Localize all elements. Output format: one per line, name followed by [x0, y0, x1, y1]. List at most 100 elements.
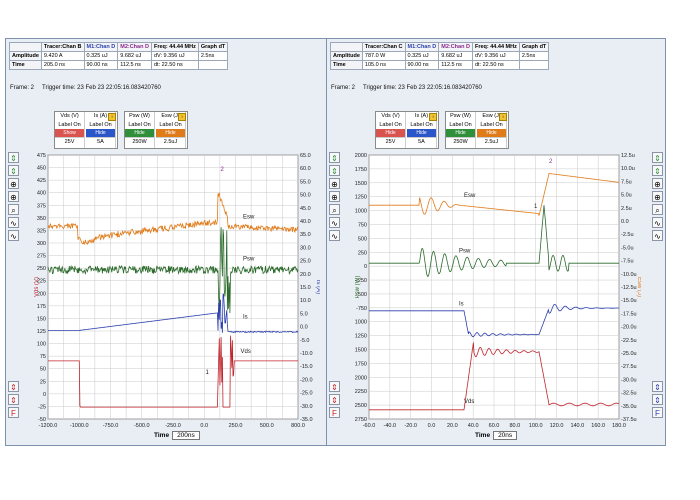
marker-label[interactable]: 1: [206, 370, 210, 376]
channel-scale[interactable]: 5A: [86, 137, 115, 147]
esw-trace: [47, 192, 299, 246]
measurement-header-cell: [9, 42, 42, 52]
y-tick-label-right: 0.0: [621, 219, 629, 225]
down-arrow-icon[interactable]: ⇕: [329, 381, 340, 392]
waveform-svg[interactable]: 2000 1750 1500 1250 1000 750 500 250 0 -250 -500 -7…: [355, 151, 641, 441]
label-toggle[interactable]: Label On: [480, 122, 503, 128]
down-arrow-icon[interactable]: F: [329, 407, 340, 418]
down-arrow-icon[interactable]: F: [8, 407, 19, 418]
wave-icon[interactable]: ∿: [8, 217, 19, 228]
y-tick-label-left: -1250: [355, 334, 367, 340]
measure-icon[interactable]: ⌕: [329, 204, 340, 215]
channel-legend-esw[interactable]: Esw (J) Label On Hide 2.5uJ!: [477, 112, 507, 148]
channel-scale[interactable]: 2.5uJ: [477, 137, 506, 147]
wave-icon[interactable]: ∿: [329, 217, 340, 228]
channel-scale[interactable]: 25V: [55, 137, 84, 147]
channel-scale[interactable]: 2.5uJ: [156, 137, 185, 147]
measurement-cell: 0.325 uJ: [404, 51, 440, 61]
channel-legend-vds[interactable]: Vds (V) Label On Hide 25V: [376, 112, 406, 148]
channel-legend-psw[interactable]: Psw (W) Label On Hide 250W: [125, 112, 155, 148]
show-hide-toggle[interactable]: Hide: [407, 129, 436, 137]
measurement-cell: 2.5ns: [518, 51, 550, 61]
show-hide-toggle[interactable]: Hide: [86, 129, 115, 137]
x-tick-label: -250.0: [165, 423, 181, 429]
channel-legend-psw[interactable]: Psw (W) Label On Hide 250W: [446, 112, 476, 148]
show-hide-toggle[interactable]: Hide: [446, 129, 475, 137]
wave-icon[interactable]: ∿: [8, 230, 19, 241]
trace-label: Is: [459, 301, 464, 307]
y-tick-label-left: 75: [40, 354, 46, 360]
show-hide-toggle[interactable]: Hide: [477, 129, 506, 137]
show-hide-toggle[interactable]: Hide: [125, 129, 154, 137]
down-arrow-icon[interactable]: ⇕: [329, 394, 340, 405]
show-hide-toggle[interactable]: Hide: [156, 129, 185, 137]
up-down-arrow-icon[interactable]: ⇕: [329, 165, 340, 176]
time-per-div-input[interactable]: 20ns: [493, 431, 518, 440]
y-tick-label-right: -7.5u: [621, 259, 634, 265]
y-tick-label-right: 2.5u: [621, 206, 632, 212]
warning-icon: !: [429, 113, 437, 121]
zoom-icon[interactable]: ⊕: [8, 191, 19, 202]
zoom-icon[interactable]: ⊕: [329, 191, 340, 202]
wave-icon[interactable]: ∿: [329, 230, 340, 241]
down-arrow-icon[interactable]: ⇕: [8, 381, 19, 392]
label-toggle[interactable]: Label On: [58, 122, 81, 128]
x-tick-label: -20.0: [404, 423, 417, 429]
channel-scale[interactable]: 250W: [446, 137, 475, 147]
down-arrow-icon[interactable]: ⇕: [652, 381, 663, 392]
y-tick-label-right: 10.0: [300, 298, 311, 304]
zoom-icon[interactable]: ⊕: [652, 178, 663, 189]
measurement-header-cell: Freq: 44.44 MHz: [471, 42, 520, 52]
y-tick-label-left: -250: [356, 278, 367, 284]
y-tick-label-left: 475: [37, 153, 46, 159]
measurement-cell: 9.682 uJ: [438, 51, 473, 61]
channel-legend-vds[interactable]: Vds (V) Label On Show 25V: [55, 112, 85, 148]
channel-legend-esw[interactable]: Esw (J) Label On Hide 2.5uJ!: [156, 112, 186, 148]
marker-label[interactable]: 1: [534, 204, 538, 210]
time-per-div-input[interactable]: 200ns: [172, 431, 200, 440]
label-toggle[interactable]: Label On: [128, 122, 151, 128]
measurement-cell: dV: 9.356 uJ: [150, 51, 199, 61]
up-down-arrow-icon[interactable]: ⇕: [8, 152, 19, 163]
marker-label[interactable]: 2: [221, 167, 225, 173]
show-hide-toggle[interactable]: Show: [55, 129, 84, 137]
channel-scale[interactable]: 25V: [376, 137, 405, 147]
label-toggle[interactable]: Label On: [159, 122, 182, 128]
marker-label[interactable]: 2: [549, 159, 553, 165]
waveform-svg[interactable]: 4754504254003753503253002752502252001751…: [34, 151, 320, 441]
zoom-icon[interactable]: ⊕: [652, 191, 663, 202]
label-toggle[interactable]: Label On: [379, 122, 402, 128]
zoom-icon[interactable]: ⊕: [329, 178, 340, 189]
measure-icon[interactable]: ⌕: [8, 204, 19, 215]
y-tick-label-right: -25.0u: [621, 351, 637, 357]
label-toggle[interactable]: Label On: [410, 122, 433, 128]
y-tick-label-left: -750: [356, 306, 367, 312]
up-down-arrow-icon[interactable]: ⇕: [329, 152, 340, 163]
up-down-arrow-icon[interactable]: ⇕: [652, 165, 663, 176]
down-arrow-icon[interactable]: F: [652, 407, 663, 418]
down-arrow-icon[interactable]: ⇕: [8, 394, 19, 405]
channel-legend-group: Psw (W) Label On Hide 250W Esw (J) Label On Hi…: [124, 111, 188, 149]
measure-icon[interactable]: ⌕: [652, 204, 663, 215]
down-arrow-icon[interactable]: ⇕: [652, 394, 663, 405]
measurement-cell: dt: 22.50 ns: [471, 60, 520, 70]
wave-icon[interactable]: ∿: [652, 230, 663, 241]
x-tick-label: -1200.0: [39, 423, 58, 429]
zoom-icon[interactable]: ⊕: [8, 178, 19, 189]
measurement-cell: Amplitude: [9, 51, 42, 61]
up-down-arrow-icon[interactable]: ⇕: [8, 165, 19, 176]
label-toggle[interactable]: Label On: [449, 122, 472, 128]
y-tick-label-left: 1750: [355, 167, 367, 173]
channel-scale[interactable]: 5A: [407, 137, 436, 147]
y-tick-label-right: -35.0u: [621, 404, 637, 410]
y-tick-label-right: 45.0: [300, 206, 311, 212]
label-toggle[interactable]: Label On: [89, 122, 112, 128]
channel-legend-is[interactable]: Is (A) Label On Hide 5A!: [407, 112, 437, 148]
channel-legend-is[interactable]: Is (A) Label On Hide 5A!: [86, 112, 116, 148]
wave-icon[interactable]: ∿: [652, 217, 663, 228]
up-down-arrow-icon[interactable]: ⇕: [652, 152, 663, 163]
show-hide-toggle[interactable]: Hide: [376, 129, 405, 137]
channel-scale[interactable]: 250W: [125, 137, 154, 147]
left-axis-label: Vds (V): [34, 277, 40, 297]
left-toolbar: ⇕ ⇕ ⊕ ⊕ ⌕ ∿ ∿ ⇕ ⇕ F: [8, 152, 20, 420]
